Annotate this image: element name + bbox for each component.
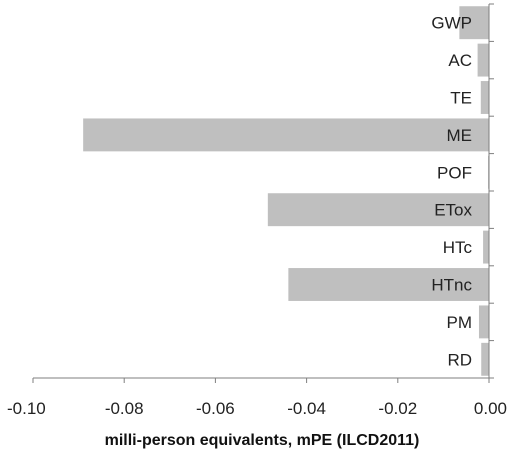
category-label-rd: RD xyxy=(447,350,472,369)
category-label-pof: POF xyxy=(437,163,472,182)
bar-te xyxy=(480,81,489,114)
bar-htc xyxy=(483,230,489,264)
x-tick-label: -0.02 xyxy=(378,399,417,418)
category-label-htc: HTc xyxy=(443,238,473,257)
category-label-pm: PM xyxy=(447,313,473,332)
bar-rd xyxy=(481,342,489,376)
bar-htnc xyxy=(288,268,489,301)
bars-group xyxy=(83,6,489,376)
category-label-etox: ETox xyxy=(434,201,472,220)
x-tick-label: -0.06 xyxy=(196,399,235,418)
category-label-htnc: HTnc xyxy=(431,276,472,295)
bar-etox xyxy=(267,193,489,227)
x-axis-title: milli-person equivalents, mPE (ILCD2011) xyxy=(105,432,420,449)
x-tick-label: -0.10 xyxy=(7,399,46,418)
category-label-me: ME xyxy=(447,126,473,145)
x-ticks-group: -0.10 -0.08 -0.06 -0.04 -0.02 0.00 xyxy=(7,378,507,418)
category-label-ac: AC xyxy=(448,51,472,70)
bar-ac xyxy=(477,43,489,77)
axes-group xyxy=(33,3,494,379)
category-label-gwp: GWP xyxy=(431,14,472,33)
bar-pm xyxy=(478,305,489,339)
x-tick-label: 0.00 xyxy=(474,399,507,418)
category-labels-group: GWP AC TE ME POF ETox HTc HTnc PM RD xyxy=(431,14,472,370)
x-tick-label: -0.04 xyxy=(287,399,326,418)
bar-me xyxy=(83,118,489,152)
bar-gwp xyxy=(459,6,489,40)
category-label-te: TE xyxy=(450,89,472,108)
x-tick-label: -0.08 xyxy=(105,399,144,418)
